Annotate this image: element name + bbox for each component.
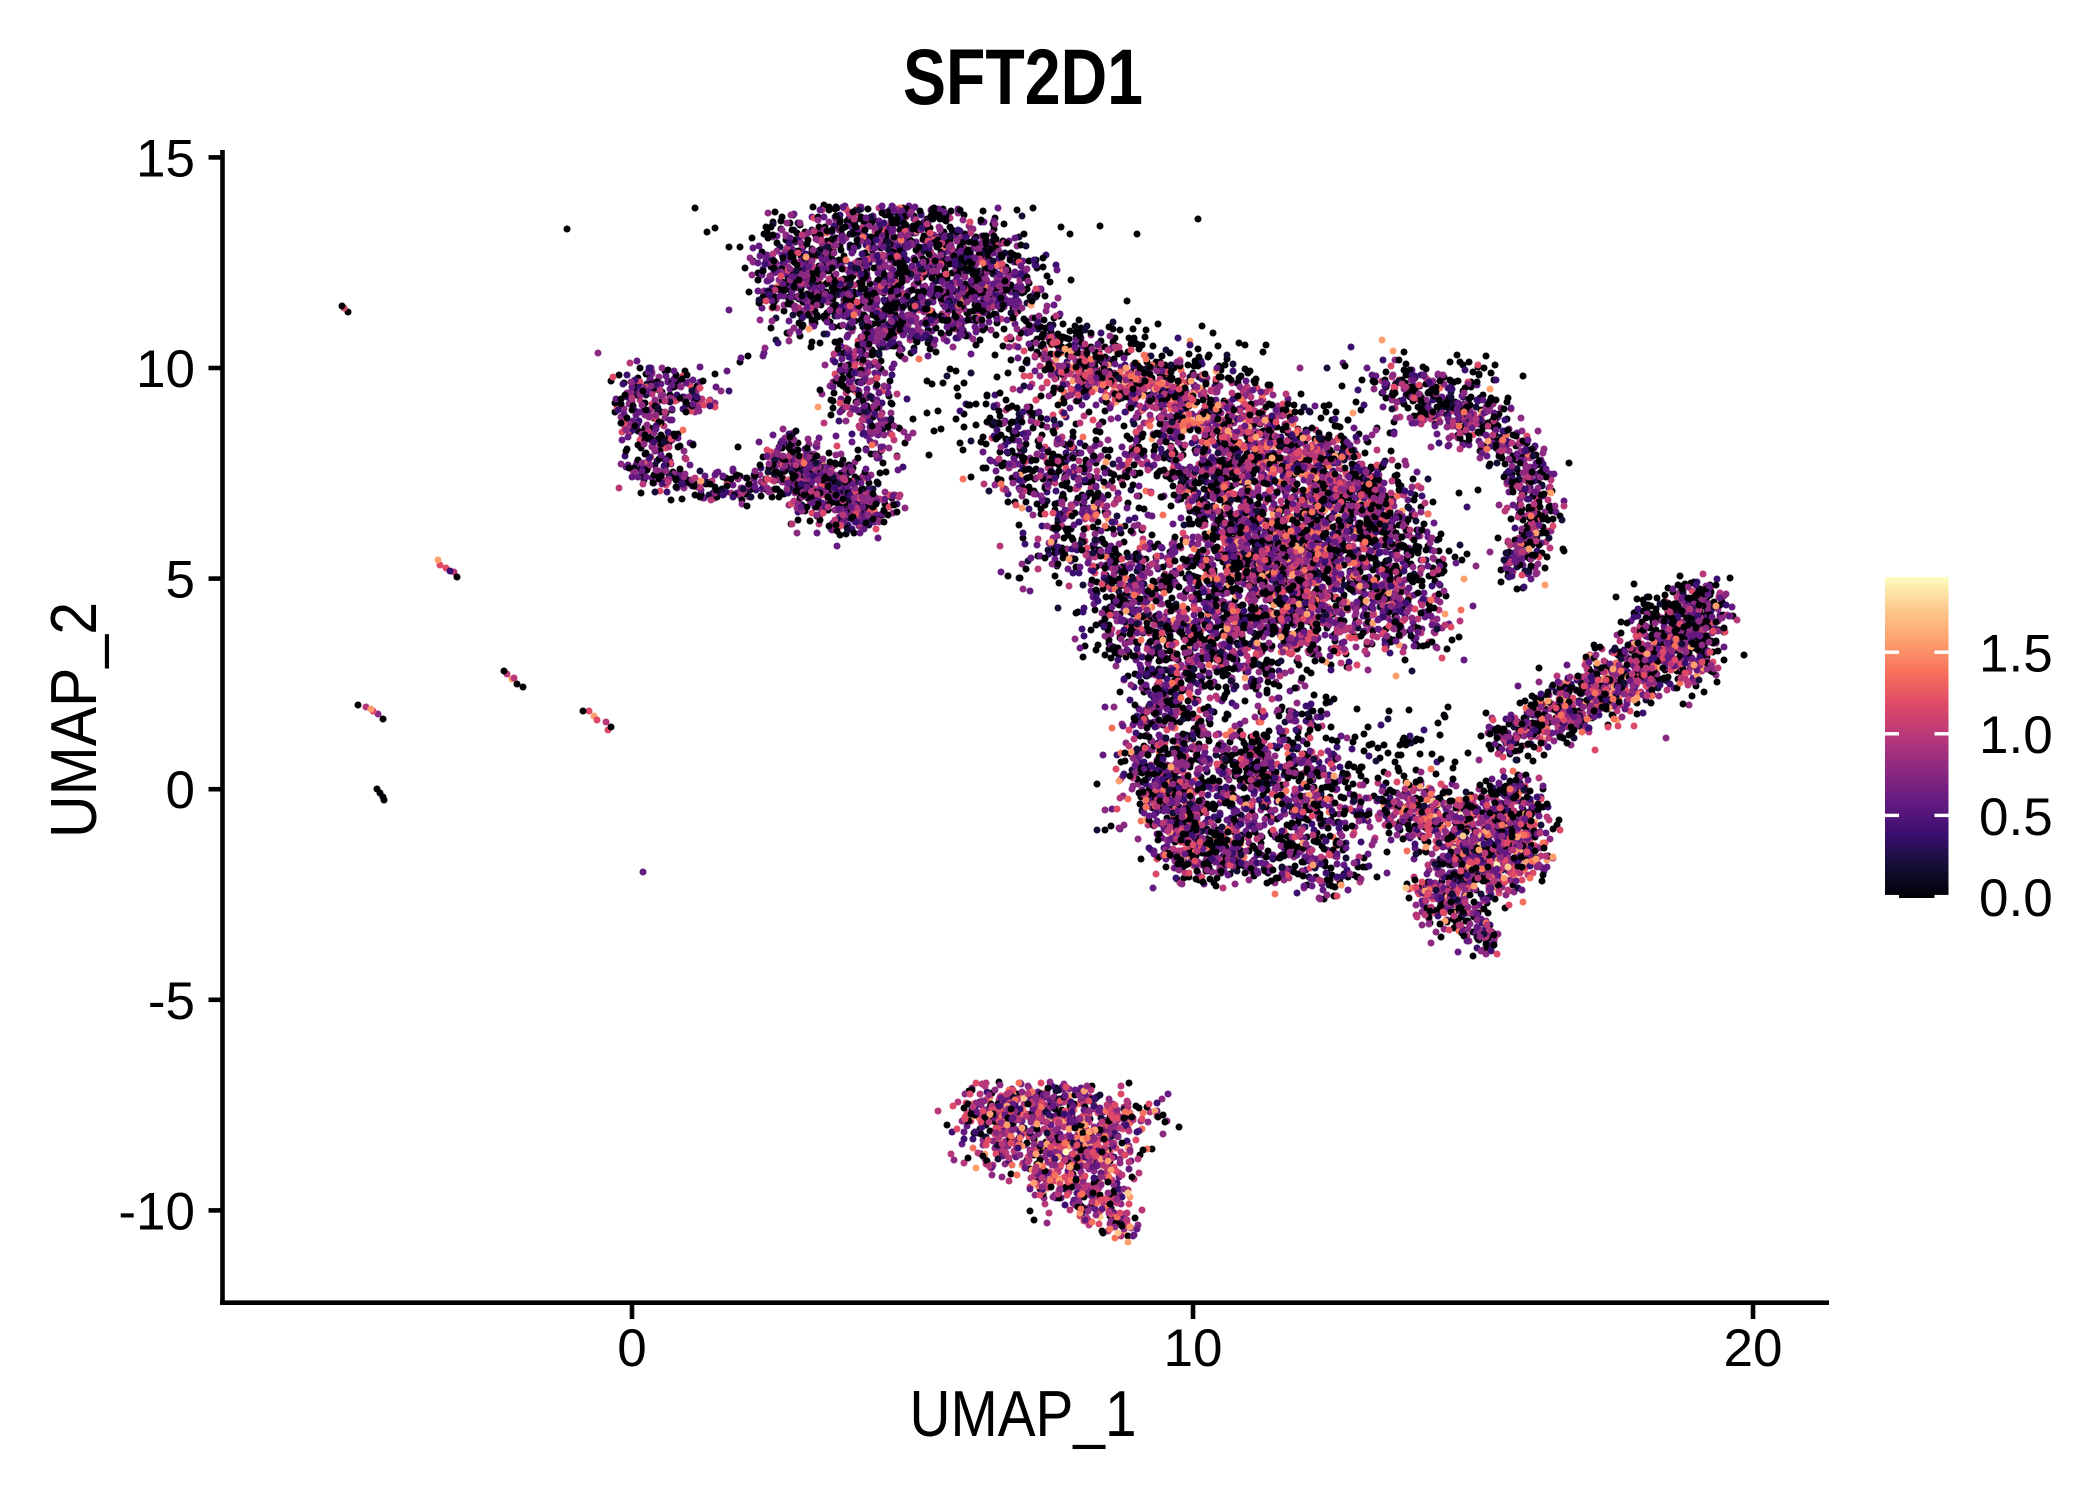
- svg-text:1.0: 1.0: [1979, 706, 2053, 765]
- svg-text:SFT2D1: SFT2D1: [903, 32, 1143, 121]
- svg-text:UMAP_1: UMAP_1: [910, 1377, 1137, 1450]
- svg-text:0.5: 0.5: [1979, 788, 2053, 847]
- svg-text:10: 10: [136, 340, 195, 399]
- svg-text:UMAP_2: UMAP_2: [37, 602, 110, 838]
- svg-text:15: 15: [136, 129, 195, 188]
- svg-text:5: 5: [166, 551, 195, 610]
- svg-text:0.0: 0.0: [1979, 869, 2053, 928]
- svg-text:0: 0: [166, 761, 195, 820]
- svg-text:0: 0: [617, 1319, 646, 1378]
- svg-text:20: 20: [1724, 1319, 1783, 1378]
- svg-text:10: 10: [1164, 1319, 1223, 1378]
- svg-text:-10: -10: [118, 1182, 195, 1241]
- svg-text:-5: -5: [148, 972, 195, 1031]
- svg-text:1.5: 1.5: [1979, 625, 2053, 684]
